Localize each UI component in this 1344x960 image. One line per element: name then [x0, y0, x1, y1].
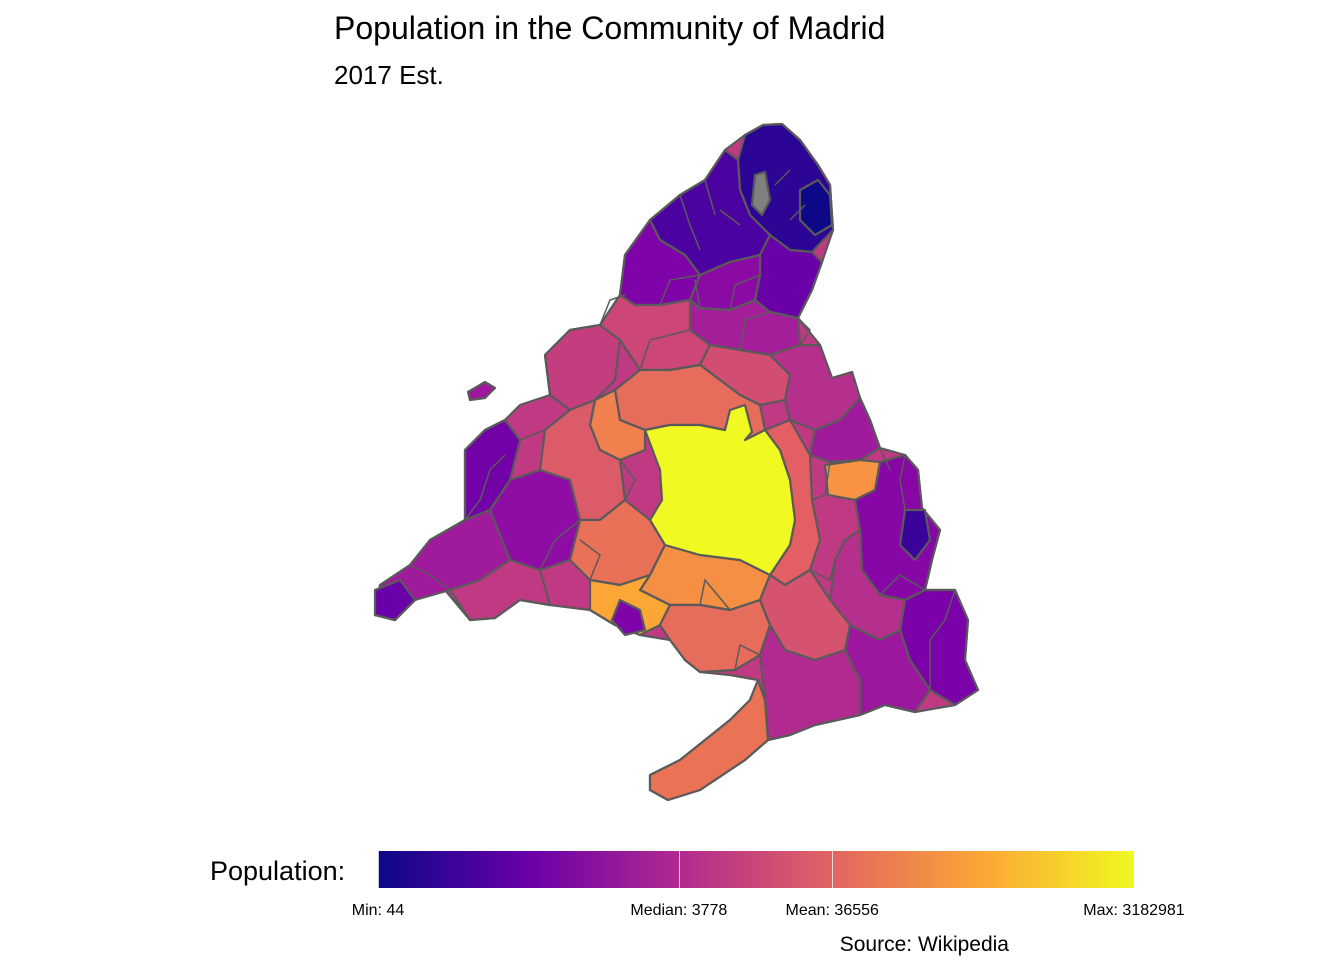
region-south-5 [610, 598, 647, 637]
region-west-4 [373, 578, 417, 622]
legend-tick-mark [378, 851, 379, 888]
legend-colorbar [378, 851, 1134, 888]
legend-tick-mark [1134, 851, 1135, 888]
legend-tick-label: Mean: 36556 [785, 902, 879, 919]
map-subtitle: 2017 Est. [334, 60, 444, 90]
region-west-5 [448, 558, 552, 622]
region-south-1 [658, 598, 772, 674]
legend-tick-mark [678, 851, 680, 888]
region-east-4 [898, 508, 932, 562]
municipal-boundaries [409, 169, 956, 690]
legend-title: Population: [210, 856, 346, 886]
legend-tick-label: Max: 3182981 [1083, 902, 1185, 919]
legend-tick-label: Median: 3778 [630, 902, 728, 919]
region-north-6 [798, 178, 834, 237]
region-southern-tail [648, 678, 770, 802]
legend-tick-label: Min: 44 [351, 902, 405, 919]
region-nodata [750, 170, 772, 217]
map-title: Population in the Community of Madrid [334, 10, 886, 46]
region-madrid-city [643, 403, 797, 577]
legend-tick-mark [832, 851, 834, 888]
source-caption: Source: Wikipedia [839, 933, 1009, 956]
region-west-islet [466, 380, 497, 402]
